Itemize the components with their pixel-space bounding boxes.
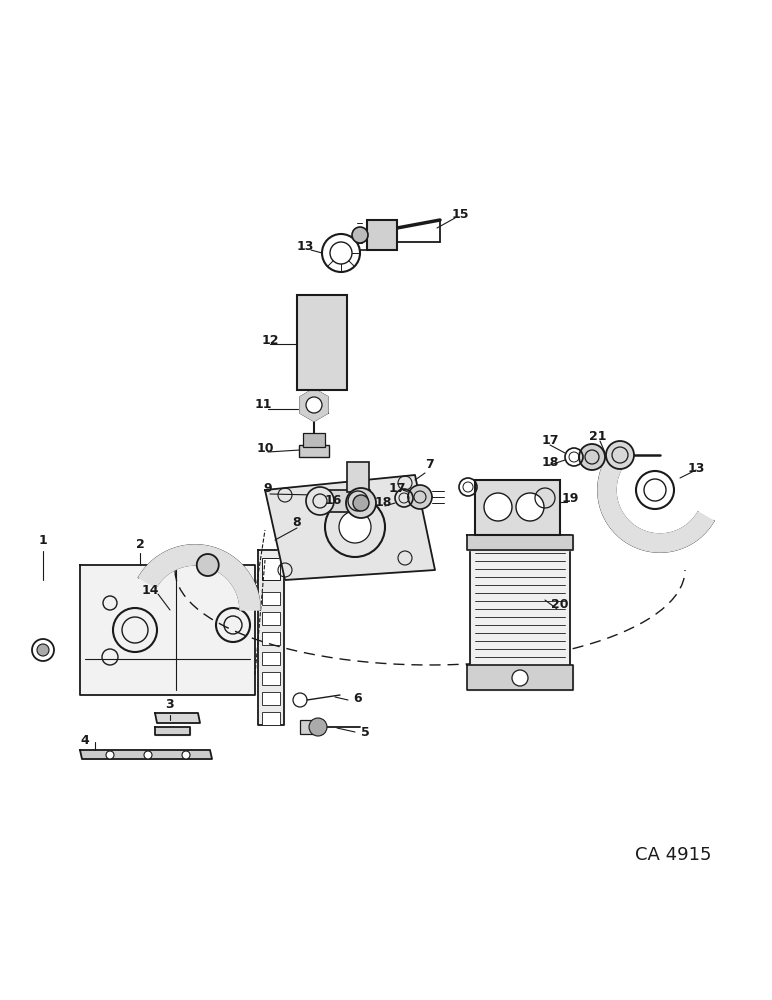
Text: 11: 11 (254, 398, 272, 412)
Circle shape (408, 485, 432, 509)
Polygon shape (155, 713, 200, 723)
Text: 16: 16 (324, 493, 342, 506)
Text: 1: 1 (39, 534, 47, 546)
Polygon shape (467, 665, 573, 690)
Bar (347, 462, 369, 492)
Text: 18: 18 (374, 495, 391, 508)
Text: 3: 3 (166, 698, 174, 712)
Text: 2: 2 (136, 538, 144, 552)
Bar (367, 220, 397, 250)
Polygon shape (80, 565, 255, 695)
Bar (303, 433, 325, 447)
Circle shape (197, 554, 218, 576)
Text: 7: 7 (425, 458, 435, 472)
Bar (262, 632, 280, 645)
Text: CA 4915: CA 4915 (635, 846, 712, 864)
Polygon shape (265, 475, 435, 580)
Circle shape (106, 751, 114, 759)
Circle shape (182, 751, 190, 759)
Polygon shape (467, 535, 573, 550)
Bar (262, 612, 280, 625)
Polygon shape (258, 550, 284, 725)
Text: 6: 6 (354, 692, 362, 704)
Circle shape (339, 511, 371, 543)
Text: 4: 4 (80, 734, 90, 746)
Bar (262, 692, 280, 705)
Bar (475, 480, 560, 535)
Bar (300, 720, 322, 734)
Polygon shape (470, 535, 570, 675)
Text: 19: 19 (561, 491, 579, 504)
Text: 15: 15 (452, 209, 469, 222)
Bar (297, 295, 347, 390)
Text: 10: 10 (256, 442, 274, 454)
Text: 14: 14 (141, 584, 159, 596)
Text: 17: 17 (388, 482, 406, 494)
Text: 9: 9 (264, 482, 273, 494)
Circle shape (579, 444, 605, 470)
Circle shape (606, 441, 634, 469)
Circle shape (484, 493, 512, 521)
Circle shape (512, 670, 528, 686)
Circle shape (144, 751, 152, 759)
Circle shape (352, 227, 368, 243)
Polygon shape (598, 459, 713, 552)
Text: 5: 5 (361, 726, 369, 738)
Text: 8: 8 (293, 516, 301, 528)
Bar (299, 445, 329, 457)
Text: 12: 12 (261, 334, 279, 347)
Text: 13: 13 (296, 239, 313, 252)
Circle shape (306, 487, 334, 515)
Bar (262, 712, 280, 725)
Polygon shape (155, 727, 190, 735)
Polygon shape (80, 750, 212, 759)
Text: 18: 18 (541, 456, 559, 468)
Circle shape (37, 644, 49, 656)
Text: 20: 20 (551, 598, 569, 611)
Text: 13: 13 (687, 462, 705, 475)
Circle shape (516, 493, 544, 521)
Circle shape (346, 488, 376, 518)
Bar (315, 490, 370, 512)
Text: 17: 17 (541, 434, 559, 446)
Bar (262, 592, 280, 605)
Circle shape (306, 397, 322, 413)
Bar (262, 558, 280, 580)
Circle shape (353, 495, 369, 511)
Circle shape (309, 718, 327, 736)
Polygon shape (139, 545, 260, 610)
Polygon shape (300, 389, 328, 421)
Bar (262, 672, 280, 685)
Bar (262, 652, 280, 665)
Text: 21: 21 (589, 430, 607, 444)
